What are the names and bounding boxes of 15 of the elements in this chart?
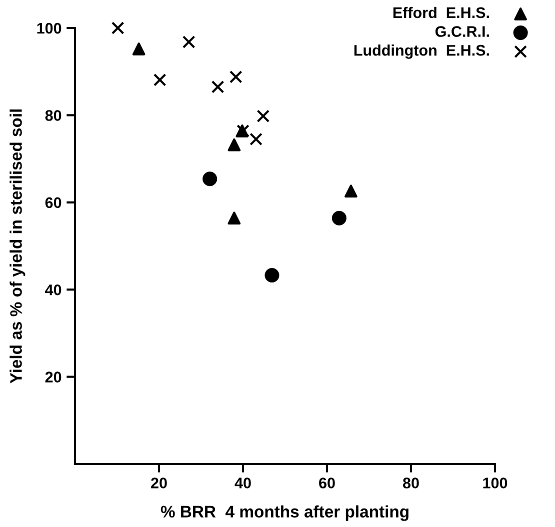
x-tick-label: 80 [402, 478, 419, 488]
y-tick-label: 40 [45, 284, 62, 296]
legend-label: G.C.R.I. [435, 26, 489, 37]
y-tick-label: 100 [37, 22, 62, 34]
legend-label: Luddington E.H.S. [354, 44, 489, 59]
y-tick-label: 80 [45, 110, 62, 121]
y-tick-label: 60 [45, 197, 62, 208]
y-axis-title: Yield as % of yield in sterilised soil [10, 109, 26, 384]
y-tick-label: 20 [45, 372, 62, 382]
x-tick-label: 60 [319, 478, 335, 488]
x-tick-label: 40 [234, 478, 251, 488]
x-axis-title: % BRR 4 months after planting [160, 505, 408, 521]
x-tick-label: 20 [151, 478, 167, 488]
legend-label: Efford E.H.S. [393, 6, 489, 18]
x-tick-label: 100 [483, 478, 508, 488]
